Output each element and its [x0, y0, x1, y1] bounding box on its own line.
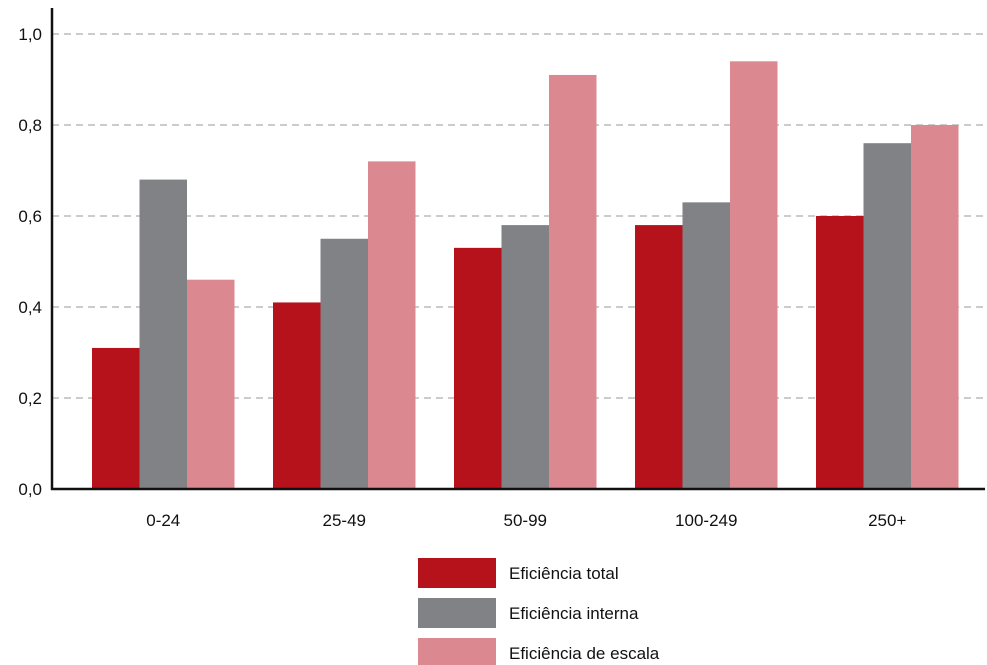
bar-25-49-interna	[320, 238, 368, 489]
y-tick-label: 1,0	[18, 25, 42, 44]
bar-50-99-escala	[549, 74, 597, 489]
legend-label: Eficiência total	[509, 564, 619, 583]
bar-250+-escala	[911, 125, 959, 489]
bar-50-99-total	[454, 247, 502, 489]
legend-label: Eficiência de escala	[509, 644, 660, 663]
legend-swatch	[418, 598, 496, 628]
x-tick-label: 0-24	[146, 511, 180, 530]
axes	[50, 8, 985, 491]
legend-label: Eficiência interna	[509, 604, 639, 623]
bar-250+-interna	[863, 143, 911, 489]
y-tick-label: 0,4	[18, 298, 42, 317]
bar-100-249-interna	[682, 202, 730, 489]
x-tick-label: 50-99	[504, 511, 547, 530]
bar-50-99-interna	[501, 225, 549, 489]
bar-0-24-escala	[187, 279, 235, 489]
x-tick-labels: 0-24 25-49 50-99 100-249 250+	[146, 511, 906, 530]
bar-250+-total	[816, 216, 864, 489]
bar-100-249-escala	[730, 61, 778, 490]
y-tick-label: 0,8	[18, 116, 42, 135]
legend: Eficiência total Eficiência interna Eficiê…	[418, 558, 660, 665]
bar-25-49-total	[273, 302, 321, 489]
bar-0-24-interna	[139, 179, 187, 489]
y-tick-labels: 0,0 0,2 0,4 0,6 0,8 1,0	[18, 25, 42, 499]
bar-100-249-total	[635, 225, 683, 489]
bar-25-49-escala	[368, 161, 416, 489]
x-tick-label: 25-49	[323, 511, 366, 530]
legend-swatch	[418, 638, 496, 665]
x-tick-label: 250+	[868, 511, 906, 530]
y-tick-label: 0,6	[18, 207, 42, 226]
y-tick-label: 0,2	[18, 389, 42, 408]
x-tick-label: 100-249	[675, 511, 737, 530]
legend-swatch	[418, 558, 496, 588]
bars	[92, 61, 959, 490]
y-tick-label: 0,0	[18, 480, 42, 499]
bar-0-24-total	[92, 347, 140, 489]
